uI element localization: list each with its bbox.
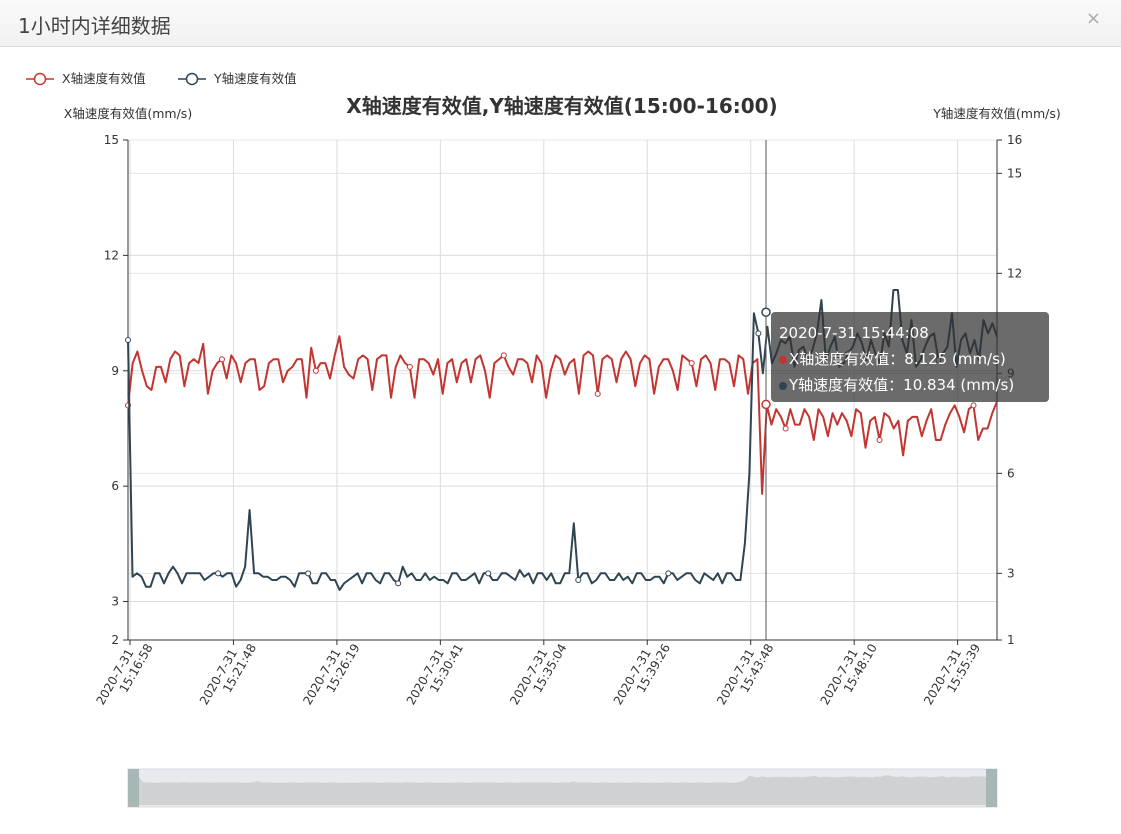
- x-tick-label: 2020-7-3115:16:58: [93, 634, 155, 714]
- left-tick-label: 12: [104, 248, 119, 262]
- series-y-point: [755, 330, 762, 337]
- x-tick-label: 2020-7-3115:26:19: [300, 634, 362, 714]
- legend[interactable]: X轴速度有效值 Y轴速度有效值: [26, 71, 297, 86]
- series-x-line: [127, 335, 998, 495]
- hover-point-y: [761, 307, 771, 317]
- right-axis-name: Y轴速度有效值(mm/s): [932, 106, 1060, 121]
- legend-x-label: X轴速度有效值: [62, 71, 146, 86]
- right-tick-label: 16: [1007, 133, 1022, 147]
- legend-x-icon: [33, 72, 47, 86]
- series-x-point: [688, 360, 695, 367]
- dialog-header: 1小时内详细数据 ×: [0, 0, 1121, 47]
- series-y-point: [665, 570, 672, 577]
- series-x-point: [312, 367, 319, 374]
- data-zoom[interactable]: [127, 768, 998, 808]
- tooltip-y-dot: [779, 382, 787, 390]
- hover-point-x: [761, 399, 771, 410]
- left-tick-label: 6: [111, 479, 119, 493]
- series-y-point: [215, 570, 222, 577]
- right-tick-label: 15: [1007, 166, 1022, 180]
- tooltip-time: 2020-7-31 15:44:08: [779, 324, 929, 342]
- series-x-point: [876, 437, 883, 443]
- left-tick-label: 3: [111, 595, 119, 609]
- x-tick-label: 2020-7-3115:35:04: [507, 634, 569, 714]
- tooltip-y-line: Y轴速度有效值：10.834 (mm/s): [789, 376, 1015, 394]
- x-tick-label: 2020-7-3115:30:41: [404, 634, 466, 714]
- series-y-point: [125, 337, 131, 343]
- series-y-point: [305, 570, 312, 577]
- left-tick-label: 9: [111, 364, 119, 378]
- series-y-point: [395, 580, 402, 587]
- series-x-point: [782, 425, 789, 432]
- left-tick-label: 2: [111, 633, 119, 647]
- close-icon[interactable]: ×: [1085, 8, 1101, 29]
- series-x-point: [594, 390, 601, 397]
- x-tick-label: 2020-7-3115:55:39: [921, 634, 983, 714]
- series-y-point: [485, 570, 492, 577]
- x-tick-label: 2020-7-3115:43:48: [714, 634, 776, 714]
- zoom-handle-right[interactable]: [986, 769, 997, 807]
- dialog-title: 1小时内详细数据: [18, 14, 171, 38]
- right-tick-label: 1: [1007, 633, 1015, 647]
- series-x-point: [218, 356, 225, 363]
- tooltip-x-line: X轴速度有效值：8.125 (mm/s): [789, 350, 1006, 368]
- zoom-shadow: [139, 775, 986, 805]
- left-axis-name: X轴速度有效值(mm/s): [64, 106, 192, 121]
- right-tick-label: 6: [1007, 466, 1015, 480]
- series-x-point: [406, 363, 413, 370]
- x-tick-label: 2020-7-3115:39:26: [611, 634, 673, 714]
- series-x-point: [970, 402, 977, 409]
- zoom-handle-left[interactable]: [128, 769, 139, 807]
- right-tick-label: 12: [1007, 266, 1022, 280]
- chart-tooltip: 2020-7-31 15:44:08 X轴速度有效值：8.125 (mm/s) …: [771, 312, 1049, 402]
- x-tick-label: 2020-7-3115:21:48: [197, 634, 259, 714]
- legend-y-label: Y轴速度有效值: [213, 71, 297, 86]
- legend-y-icon: [185, 72, 199, 86]
- x-tick-label: 2020-7-3115:48:10: [818, 634, 880, 714]
- series-x-point: [500, 352, 507, 359]
- tooltip-x-dot: [779, 356, 787, 364]
- series-y-point: [575, 577, 582, 583]
- chart-title: X轴速度有效值,Y轴速度有效值(15:00-16:00): [346, 94, 777, 118]
- right-tick-label: 3: [1007, 566, 1015, 580]
- left-tick-label: 15: [104, 133, 119, 147]
